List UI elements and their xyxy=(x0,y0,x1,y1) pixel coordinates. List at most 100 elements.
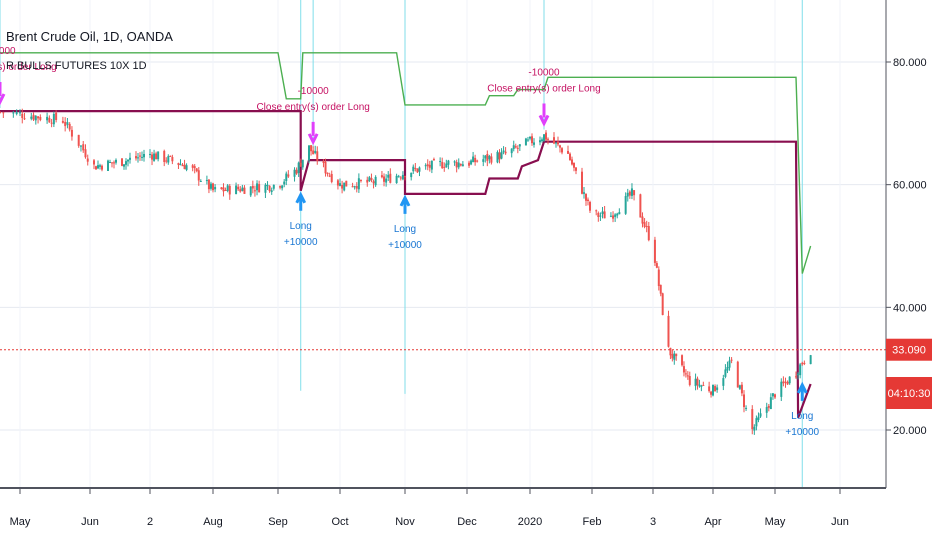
candle-body xyxy=(330,174,333,182)
candle-body xyxy=(50,122,53,124)
candle-body xyxy=(585,193,587,201)
candle-body xyxy=(457,162,460,168)
candle-body xyxy=(228,185,231,195)
price-axis-background[interactable] xyxy=(886,0,932,488)
time-tick-label: 2 xyxy=(147,516,153,528)
candle-body xyxy=(197,170,200,181)
candle-body xyxy=(113,162,115,164)
candle-body xyxy=(169,155,172,157)
candle-body xyxy=(443,166,446,168)
candle-body xyxy=(490,156,493,163)
candle-body xyxy=(121,158,123,166)
candle-body xyxy=(686,375,689,377)
candle-body xyxy=(774,394,776,398)
long-arrow-icon xyxy=(796,381,808,401)
candle-body xyxy=(641,216,644,224)
time-tick-label: May xyxy=(10,516,31,528)
candle-body xyxy=(70,129,73,137)
candle-body xyxy=(496,151,499,163)
candle-body xyxy=(310,145,313,152)
candle-body xyxy=(0,111,1,113)
study-title[interactable]: R BULLS FUTURES 10X 1D xyxy=(6,60,147,72)
candle-body xyxy=(135,156,137,159)
candle-body xyxy=(786,381,789,385)
candle-body xyxy=(614,214,617,217)
candle-body xyxy=(199,181,202,183)
candle-body xyxy=(295,169,298,174)
candle-body xyxy=(177,163,180,165)
candle-body xyxy=(12,112,15,114)
price-axis[interactable]: 80.000 60.000 40.000 20.000 xyxy=(886,57,927,437)
candle-body xyxy=(272,184,275,189)
candle-body xyxy=(567,150,569,154)
candle-body xyxy=(571,159,573,165)
candle-body xyxy=(181,165,184,167)
candle-body xyxy=(545,132,547,140)
candle-body xyxy=(37,116,40,119)
candle-body xyxy=(547,138,549,140)
close-signal-text: Close entry(s) order Long xyxy=(256,102,369,113)
candle-body xyxy=(397,176,400,178)
candle-body xyxy=(769,397,772,410)
candle-body xyxy=(372,181,375,184)
candle-body xyxy=(258,184,261,193)
candle-body xyxy=(191,165,194,168)
candle-body xyxy=(79,145,82,147)
candle-body xyxy=(404,176,406,178)
candle-body xyxy=(797,373,800,376)
candle-body xyxy=(726,367,729,371)
candle-body xyxy=(155,153,158,160)
candle-body xyxy=(95,166,97,170)
long-signal-qty: +10000 xyxy=(785,427,819,438)
candlestick-series[interactable] xyxy=(0,108,812,435)
candle-body xyxy=(316,151,319,161)
candle-body xyxy=(609,215,612,217)
candle-body xyxy=(500,151,503,159)
candle-body xyxy=(453,161,456,163)
candle-body xyxy=(64,121,67,127)
candle-body xyxy=(157,151,160,160)
candle-body xyxy=(753,426,756,431)
candle-body xyxy=(222,187,225,192)
candle-body xyxy=(299,162,302,167)
candle-body xyxy=(137,157,139,159)
candle-body xyxy=(788,376,791,384)
candle-body xyxy=(256,183,259,191)
candle-body xyxy=(736,361,739,388)
candle-body xyxy=(251,185,254,189)
candle-body xyxy=(667,315,670,347)
candle-body xyxy=(533,142,535,145)
candle-body xyxy=(583,192,585,194)
candle-body xyxy=(287,174,290,177)
candle-body xyxy=(207,179,210,190)
candle-body xyxy=(395,175,398,184)
close-signal-qty: -10000 xyxy=(0,46,16,57)
candle-body xyxy=(253,190,256,192)
long-signal-label: Long xyxy=(791,411,813,422)
candle-body xyxy=(101,165,103,170)
candle-body xyxy=(235,185,238,195)
candle-body xyxy=(21,113,24,119)
price-tick-label: 80.000 xyxy=(893,57,927,69)
candle-body xyxy=(326,172,329,175)
candle-body xyxy=(129,157,131,160)
time-axis-background[interactable] xyxy=(0,488,886,550)
candle-body xyxy=(171,157,174,162)
candle-body xyxy=(504,151,507,154)
candle-body xyxy=(722,378,725,386)
candle-body xyxy=(708,386,711,392)
candle-body xyxy=(759,413,762,417)
candle-body xyxy=(684,373,687,375)
candle-body xyxy=(486,153,489,161)
candle-body xyxy=(541,139,543,142)
time-axis[interactable]: May Jun 2 Aug Sep Oct Nov Dec 2020 Feb 3 Apr May Jun xyxy=(10,488,849,528)
candle-body xyxy=(237,186,240,190)
candle-body xyxy=(66,122,69,125)
close-signal-text: Close entry(s) order Long xyxy=(0,62,57,73)
candle-body xyxy=(264,184,267,193)
candle-body xyxy=(510,148,513,154)
candle-body xyxy=(314,150,317,154)
candle-body xyxy=(698,384,701,387)
